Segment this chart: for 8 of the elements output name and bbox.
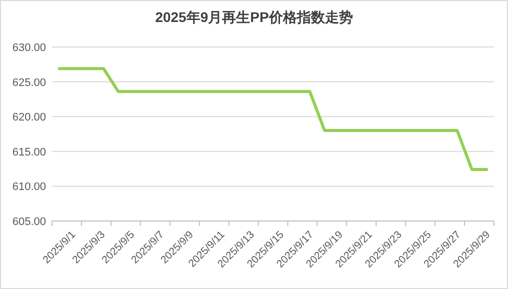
chart-title: 2025年9月再生PP价格指数走势 [155,9,353,25]
line-series [58,67,488,171]
y-tick-label: 610.00 [12,181,46,194]
y-tick-label: 605.00 [12,216,46,228]
y-tick-label: 620.00 [12,112,46,124]
y-tick-label: 625.00 [12,76,46,89]
y-tick-label: 615.00 [12,146,46,158]
y-tick-label: 630.00 [12,42,46,54]
